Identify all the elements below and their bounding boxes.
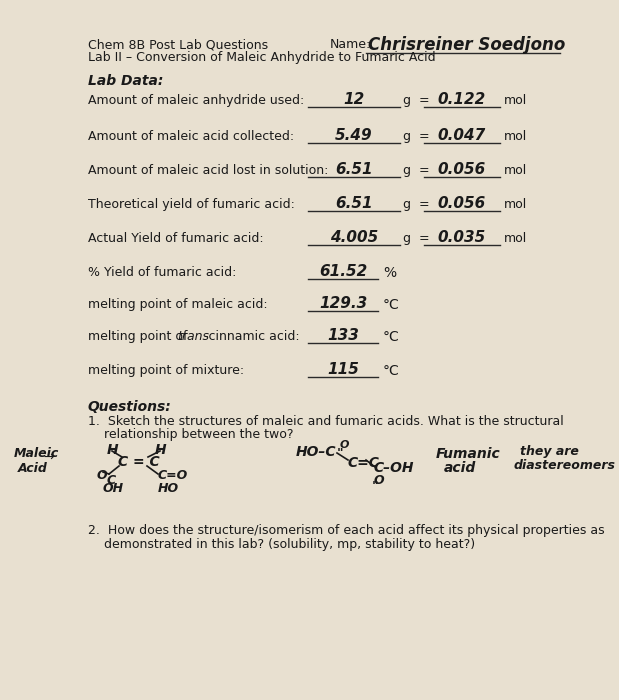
Text: ": " bbox=[337, 447, 344, 460]
Text: 0.056: 0.056 bbox=[438, 196, 486, 211]
Text: demonstrated in this lab? (solubility, mp, stability to heat?): demonstrated in this lab? (solubility, m… bbox=[88, 538, 475, 551]
Text: they are: they are bbox=[520, 445, 579, 458]
Text: 0.056: 0.056 bbox=[438, 162, 486, 177]
Text: C: C bbox=[107, 474, 116, 487]
Text: g  =: g = bbox=[403, 94, 430, 107]
Text: % Yield of fumaric acid:: % Yield of fumaric acid: bbox=[88, 266, 236, 279]
Text: C = C: C = C bbox=[118, 455, 160, 469]
Text: HO: HO bbox=[158, 482, 179, 495]
Text: Lab II – Conversion of Maleic Anhydride to Fumaric Acid: Lab II – Conversion of Maleic Anhydride … bbox=[88, 51, 436, 64]
Text: Maleic: Maleic bbox=[14, 447, 59, 460]
Text: 1.  Sketch the structures of maleic and fumaric acids. What is the structural: 1. Sketch the structures of maleic and f… bbox=[88, 415, 564, 428]
Text: acid: acid bbox=[444, 461, 476, 475]
Text: 6.51: 6.51 bbox=[335, 196, 373, 211]
Text: Name:: Name: bbox=[330, 38, 371, 51]
Text: Acid: Acid bbox=[18, 462, 48, 475]
Text: 0.047: 0.047 bbox=[438, 128, 486, 143]
Text: melting point of: melting point of bbox=[88, 330, 191, 343]
Text: Theoretical yield of fumaric acid:: Theoretical yield of fumaric acid: bbox=[88, 198, 295, 211]
Text: →: → bbox=[43, 451, 53, 464]
Text: °C: °C bbox=[383, 298, 400, 312]
Text: %: % bbox=[383, 266, 396, 280]
Text: 5.49: 5.49 bbox=[335, 128, 373, 143]
Text: Actual Yield of fumaric acid:: Actual Yield of fumaric acid: bbox=[88, 232, 264, 245]
Text: g  =: g = bbox=[403, 232, 430, 245]
Text: 0.122: 0.122 bbox=[438, 92, 486, 107]
Text: C=C: C=C bbox=[348, 456, 380, 470]
Text: Amount of maleic acid collected:: Amount of maleic acid collected: bbox=[88, 130, 294, 143]
Text: 61.52: 61.52 bbox=[319, 264, 367, 279]
Text: Chem 8B Post Lab Questions: Chem 8B Post Lab Questions bbox=[88, 38, 268, 51]
Text: HO–C: HO–C bbox=[296, 445, 337, 459]
Text: O: O bbox=[340, 440, 350, 450]
Text: 12: 12 bbox=[344, 92, 365, 107]
Text: mol: mol bbox=[504, 232, 527, 245]
Text: 4.005: 4.005 bbox=[330, 230, 378, 245]
Text: mol: mol bbox=[504, 130, 527, 143]
Text: ": " bbox=[372, 480, 379, 493]
Text: 2.  How does the structure/isomerism of each acid affect its physical properties: 2. How does the structure/isomerism of e… bbox=[88, 524, 605, 537]
Text: g  =: g = bbox=[403, 164, 430, 177]
Text: 129.3: 129.3 bbox=[319, 296, 367, 311]
Text: melting point of mixture:: melting point of mixture: bbox=[88, 364, 244, 377]
Text: Chrisreiner Soedjono: Chrisreiner Soedjono bbox=[368, 36, 565, 54]
Text: diastereomers: diastereomers bbox=[514, 459, 616, 472]
Text: 133: 133 bbox=[327, 328, 359, 343]
Text: °C: °C bbox=[383, 364, 400, 378]
Text: mol: mol bbox=[504, 198, 527, 211]
Text: H: H bbox=[155, 443, 167, 457]
Text: g  =: g = bbox=[403, 198, 430, 211]
Text: relationship between the two?: relationship between the two? bbox=[88, 428, 293, 441]
Text: Amount of maleic acid lost in solution:: Amount of maleic acid lost in solution: bbox=[88, 164, 328, 177]
Text: H: H bbox=[107, 443, 119, 457]
Text: O: O bbox=[97, 469, 108, 482]
Text: Amount of maleic anhydride used:: Amount of maleic anhydride used: bbox=[88, 94, 305, 107]
Text: g  =: g = bbox=[403, 130, 430, 143]
Text: 115: 115 bbox=[327, 362, 359, 377]
Text: OH: OH bbox=[103, 482, 124, 495]
Text: Fumanic: Fumanic bbox=[436, 447, 501, 461]
Text: melting point of maleic acid:: melting point of maleic acid: bbox=[88, 298, 267, 311]
Text: Lab Data:: Lab Data: bbox=[88, 74, 163, 88]
Text: O: O bbox=[374, 474, 384, 487]
Text: mol: mol bbox=[504, 94, 527, 107]
Text: -cinnamic acid:: -cinnamic acid: bbox=[204, 330, 300, 343]
Text: trans: trans bbox=[177, 330, 209, 343]
Text: mol: mol bbox=[504, 164, 527, 177]
Text: 6.51: 6.51 bbox=[335, 162, 373, 177]
Text: 0.035: 0.035 bbox=[438, 230, 486, 245]
Text: Questions:: Questions: bbox=[88, 400, 171, 414]
Text: °C: °C bbox=[383, 330, 400, 344]
Text: C=O: C=O bbox=[158, 469, 188, 482]
Text: C–OH: C–OH bbox=[374, 461, 415, 475]
